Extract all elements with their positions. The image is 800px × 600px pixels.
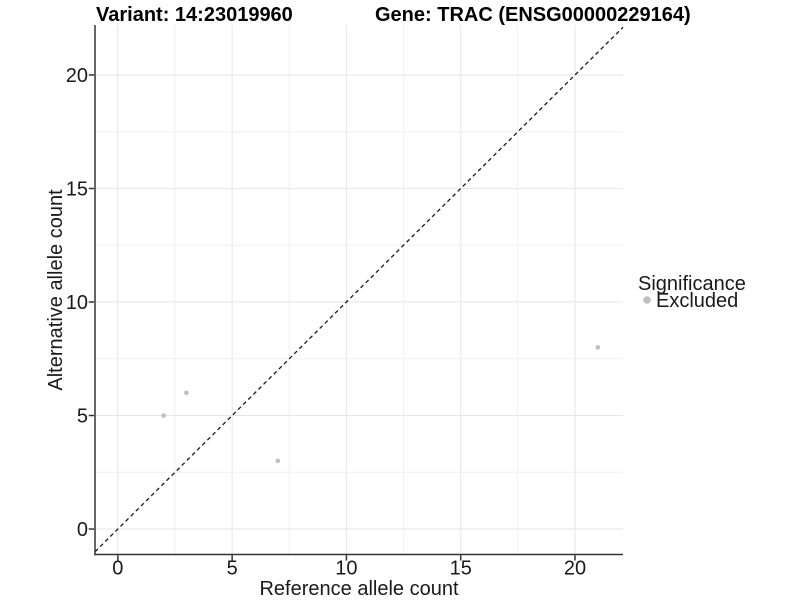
y-tick-label: 15: [66, 178, 88, 200]
gene-title: Gene: TRAC (ENSG00000229164): [375, 4, 691, 26]
data-point: [275, 458, 281, 464]
x-tick-label: 0: [112, 558, 123, 580]
tick-labels: 0 5 10 15 20 0 5 10 15 20: [66, 65, 586, 580]
x-tick-label: 15: [450, 558, 472, 580]
x-tick-label: 5: [227, 558, 238, 580]
y-axis-title: Alternative allele count: [45, 189, 67, 391]
legend-key-excluded-icon: [643, 296, 651, 304]
gridlines: [95, 25, 623, 554]
legend-title: Significance: [638, 273, 746, 295]
legend-label-excluded: Excluded: [656, 290, 738, 312]
x-axis-title: Reference allele count: [259, 578, 458, 600]
data-point: [595, 345, 601, 350]
tick-marks: [88, 74, 576, 561]
x-tick-label: 10: [335, 558, 357, 580]
legend: Significance Excluded: [638, 273, 746, 312]
axis-lines: [94, 25, 623, 556]
y-tick-label: 20: [66, 65, 88, 87]
data-point: [161, 413, 166, 418]
y-tick-label: 0: [77, 519, 88, 541]
x-tick-label: 20: [564, 558, 586, 580]
identity-line: [94, 26, 624, 553]
data-points: [161, 345, 601, 464]
y-tick-label: 10: [66, 292, 88, 314]
variant-title: Variant: 14:23019960: [96, 4, 293, 26]
identity-dashed-line: [94, 26, 624, 553]
y-tick-label: 5: [77, 406, 88, 428]
data-point: [184, 390, 189, 396]
